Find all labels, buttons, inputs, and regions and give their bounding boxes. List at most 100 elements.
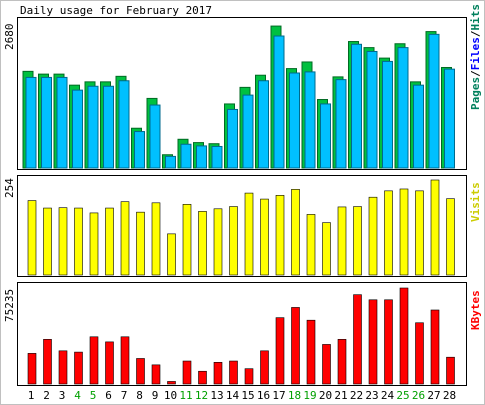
day-label: 27 xyxy=(427,389,440,402)
files-bar xyxy=(320,103,331,169)
files-bar xyxy=(180,143,192,169)
day-label: 23 xyxy=(365,389,378,402)
day-label: 2 xyxy=(43,389,50,402)
visits-bar xyxy=(74,207,83,276)
day-label: 10 xyxy=(164,389,177,402)
kbytes-bar xyxy=(399,287,409,385)
day-label: 7 xyxy=(121,389,128,402)
kbytes-bar xyxy=(58,350,68,385)
files-bar xyxy=(428,33,440,169)
hits-panel-legend: Pages/Files/Hits xyxy=(469,4,482,110)
kbytes-bar xyxy=(244,368,254,385)
day-label: 22 xyxy=(350,389,363,402)
visits-bar xyxy=(89,212,99,276)
visits-bar xyxy=(430,179,440,276)
files-bar xyxy=(25,76,37,169)
kbytes-bar xyxy=(291,307,300,385)
kbytes-y-max-label: 75235 xyxy=(3,289,16,322)
files-bar xyxy=(289,72,300,169)
kbytes-bar xyxy=(353,294,362,385)
files-bar xyxy=(227,108,238,169)
day-label: 14 xyxy=(226,389,240,402)
day-label: 24 xyxy=(381,389,395,402)
files-bar xyxy=(273,35,285,169)
visits-bar xyxy=(384,190,393,276)
kbytes-bar xyxy=(384,299,393,385)
kbytes-bar xyxy=(306,319,316,385)
visits-bar xyxy=(291,189,300,276)
day-label: 6 xyxy=(105,389,112,402)
visits-bar xyxy=(213,208,223,276)
files-bar xyxy=(56,76,68,169)
visits-y-max-label: 254 xyxy=(3,178,16,198)
files-bar xyxy=(165,155,176,169)
visits-bar xyxy=(105,207,114,276)
files-bar xyxy=(134,131,145,169)
visits-bar xyxy=(399,188,409,276)
files-bar xyxy=(87,85,99,169)
kbytes-bar xyxy=(167,381,176,385)
day-label: 21 xyxy=(334,389,347,402)
legend-hits: Hits xyxy=(469,4,482,31)
kbytes-bar xyxy=(27,353,37,385)
visits-panel-frame xyxy=(17,175,467,277)
day-label: 28 xyxy=(443,389,456,402)
kbytes-bar xyxy=(446,356,455,385)
visits-bars xyxy=(27,179,455,276)
kbytes-bar xyxy=(415,322,424,385)
kbytes-bar xyxy=(368,299,378,385)
kbytes-bar xyxy=(198,370,207,385)
kbytes-bar xyxy=(74,351,83,385)
visits-bar xyxy=(151,202,161,276)
files-bar xyxy=(444,68,455,169)
visits-bar xyxy=(229,206,238,276)
visits-bar xyxy=(43,207,52,276)
visits-panel-legend: Visits xyxy=(469,182,482,222)
chart-title: Daily usage for February 2017 xyxy=(20,4,212,17)
files-bar xyxy=(258,80,269,169)
kbytes-bar xyxy=(275,317,285,385)
kbytes-bars xyxy=(27,287,455,385)
kbytes-bar xyxy=(213,362,223,385)
files-bar xyxy=(196,145,207,169)
kbytes-bar xyxy=(337,339,347,385)
kbytes-bar xyxy=(260,350,269,385)
visits-bar xyxy=(415,190,424,276)
day-label: 1 xyxy=(28,389,35,402)
day-label: 4 xyxy=(74,389,81,402)
hits-files-bars xyxy=(22,25,455,169)
kbytes-bar xyxy=(322,344,331,385)
x-axis-day-labels: 1 2 3 4 5 6 7 8 9 10 11 12 13 14 15 16 17 18 19 20 21 22 23 24 2… xyxy=(28,389,456,402)
files-bar xyxy=(118,80,130,169)
visits-bar xyxy=(182,204,192,276)
files-bar xyxy=(211,145,223,169)
visits-bar xyxy=(244,192,254,276)
visits-bar xyxy=(275,195,285,276)
hits-y-max-label: 2680 xyxy=(3,24,16,51)
files-bar xyxy=(413,84,424,169)
visits-bar xyxy=(198,211,207,276)
visits-bar xyxy=(167,233,176,276)
kbytes-bar xyxy=(136,358,145,385)
files-bar xyxy=(242,94,254,169)
files-bar xyxy=(304,71,316,169)
day-label: 8 xyxy=(136,389,143,402)
files-bar xyxy=(382,60,393,169)
day-label: 17 xyxy=(272,389,285,402)
files-bar xyxy=(351,43,362,169)
files-bar xyxy=(72,89,83,169)
files-bar xyxy=(335,79,347,169)
kbytes-bar xyxy=(151,364,161,385)
kbytes-panel-legend: KBytes xyxy=(469,290,482,330)
kbytes-bar xyxy=(89,336,99,385)
day-label: 15 xyxy=(241,389,254,402)
files-bar xyxy=(366,50,378,169)
visits-bar xyxy=(337,206,347,276)
day-label: 3 xyxy=(59,389,66,402)
day-label: 20 xyxy=(319,389,332,402)
kbytes-bar xyxy=(43,339,52,385)
files-bar xyxy=(397,47,409,169)
files-bar xyxy=(41,76,52,169)
